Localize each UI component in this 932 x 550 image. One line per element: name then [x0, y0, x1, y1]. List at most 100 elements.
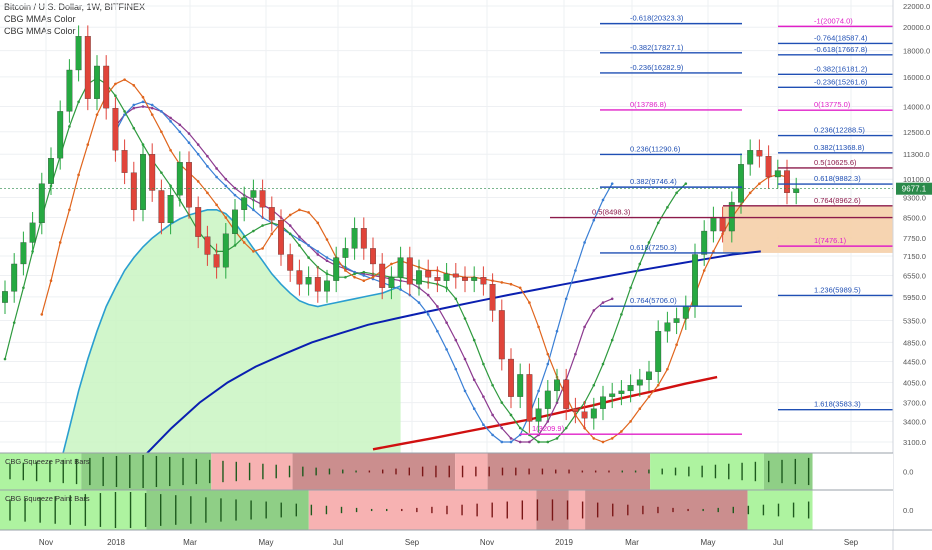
ma-blue-line-point	[417, 301, 421, 304]
candle-body	[784, 170, 790, 193]
candle-body	[158, 190, 165, 224]
panel2-segment	[568, 490, 586, 530]
panel1-segment	[292, 453, 456, 490]
ma-purple-line-point	[215, 167, 218, 170]
ma-orange-line-point	[546, 352, 550, 356]
fib-label: 0.618(9882.3)	[814, 174, 861, 183]
ma-orange-line-point	[252, 250, 255, 253]
candle-body	[370, 248, 376, 265]
x-tick-label: Sep	[405, 538, 420, 547]
fib-label: -0.382(16181.2)	[814, 64, 868, 73]
candle-body	[517, 374, 524, 397]
ma-blue-line-point	[150, 103, 154, 107]
panel2-segment	[146, 490, 309, 530]
candle-body	[259, 190, 266, 208]
ma-blue-line-point	[445, 348, 448, 351]
y-tick-label: 4850.0	[903, 338, 926, 347]
ma-green-line-point	[546, 440, 550, 444]
ma-orange-line-point	[68, 208, 71, 212]
candle-body	[57, 111, 64, 159]
ma-orange-line-point	[702, 269, 706, 272]
x-tick-label: Jul	[773, 538, 783, 547]
ma-orange-line-point	[518, 286, 522, 290]
ma-blue-line-point	[141, 100, 145, 104]
ma-orange-line-point	[325, 238, 329, 241]
ma-purple-line-point	[426, 293, 430, 297]
ma-blue-line-point	[454, 367, 458, 371]
ma-orange-line-point	[371, 275, 375, 279]
y-tick-label: 6550.0	[903, 272, 926, 281]
candle-body	[112, 107, 119, 151]
fib-label: 0.236(11290.6)	[630, 144, 681, 153]
y-tick-label: 7750.0	[903, 234, 926, 243]
candle-body	[682, 306, 689, 319]
ma-blue-line-point	[583, 241, 586, 244]
ma-green-line-point	[3, 357, 7, 361]
ma-blue-line-point	[472, 407, 476, 410]
y-tick-label: 5950.0	[903, 293, 926, 302]
ma-purple-line-point	[482, 395, 485, 398]
ma-green-line-point	[555, 437, 559, 440]
candle-body	[655, 331, 662, 372]
ma-green-line-point	[491, 383, 494, 387]
ma-orange-line-point	[592, 437, 596, 440]
x-tick-label: 2018	[107, 538, 125, 547]
ma-blue-line-point	[491, 433, 494, 437]
ma-orange-line-point	[196, 180, 200, 183]
candle-body	[379, 263, 386, 288]
ma-blue-line-point	[426, 313, 430, 316]
ma-orange-line-point	[150, 113, 154, 116]
panel1-blank	[812, 453, 893, 490]
fib-label: -0.236(15261.6)	[814, 77, 868, 86]
ma-blue-line-point	[509, 440, 513, 444]
ma-purple-line-point	[546, 420, 550, 423]
candle-body	[416, 270, 422, 285]
fib-label: -0.764(18587.4)	[814, 33, 868, 42]
candle-body	[590, 408, 597, 419]
panel1-segment	[211, 453, 293, 490]
candle-body	[222, 233, 229, 268]
candle-body	[581, 411, 588, 419]
candle-body	[149, 154, 156, 191]
fib-label: 1(3209.9)	[532, 424, 565, 433]
ma-orange-line-point	[132, 84, 136, 87]
ma-purple-line-point	[325, 259, 329, 263]
fib-label: 0.764(5706.0)	[630, 296, 677, 305]
ma-purple-line-point	[463, 357, 467, 361]
y-tick-label: 22000.0	[903, 2, 930, 11]
candle-body	[701, 230, 708, 255]
candle-body	[388, 277, 395, 288]
ma-blue-line-point	[187, 141, 191, 145]
ma-purple-line-point	[178, 123, 182, 127]
candle-body	[2, 291, 8, 303]
ma-blue-line-point	[546, 362, 550, 366]
fib-levels: -0.618(20323.3) -0.382(17827.1) -0.236(162…	[520, 14, 893, 435]
x-tick-label: Nov	[39, 538, 53, 547]
candle-body	[489, 284, 496, 311]
time-axis: Nov 2018 Mar May Jul Sep Nov 2019 Mar May Jul Sep	[0, 529, 932, 547]
candle-body	[600, 396, 606, 409]
y-tick-label: 11300.0	[903, 150, 930, 159]
ma-purple-line-point	[316, 253, 320, 256]
fib-zone	[723, 205, 893, 253]
ma-green-line-point	[647, 241, 651, 244]
panel2-label: CBG Squeeze Paint Bars	[5, 494, 90, 503]
squeeze-panel-1: CBG Squeeze Paint Bars 0.0	[0, 452, 913, 490]
candle-body	[627, 385, 634, 392]
candles	[2, 25, 800, 433]
ma-blue-line-point	[169, 120, 172, 123]
ma-purple-line-point	[288, 224, 292, 227]
y-tick-label: 18000.0	[903, 47, 930, 56]
ma-green-line-point	[500, 401, 504, 404]
candle-body	[544, 390, 551, 409]
candle-body	[498, 310, 505, 360]
candle-body	[452, 273, 459, 278]
y-tick-label: 8500.0	[903, 214, 926, 223]
ma-orange-line-point	[206, 191, 209, 195]
ma-blue-line-point	[399, 288, 402, 291]
fib-zone-rect	[723, 205, 893, 253]
fib-label: 1.236(5989.5)	[814, 285, 861, 294]
ma-green-line-point	[518, 426, 522, 430]
fib-label: -0.618(20323.3)	[630, 14, 684, 23]
